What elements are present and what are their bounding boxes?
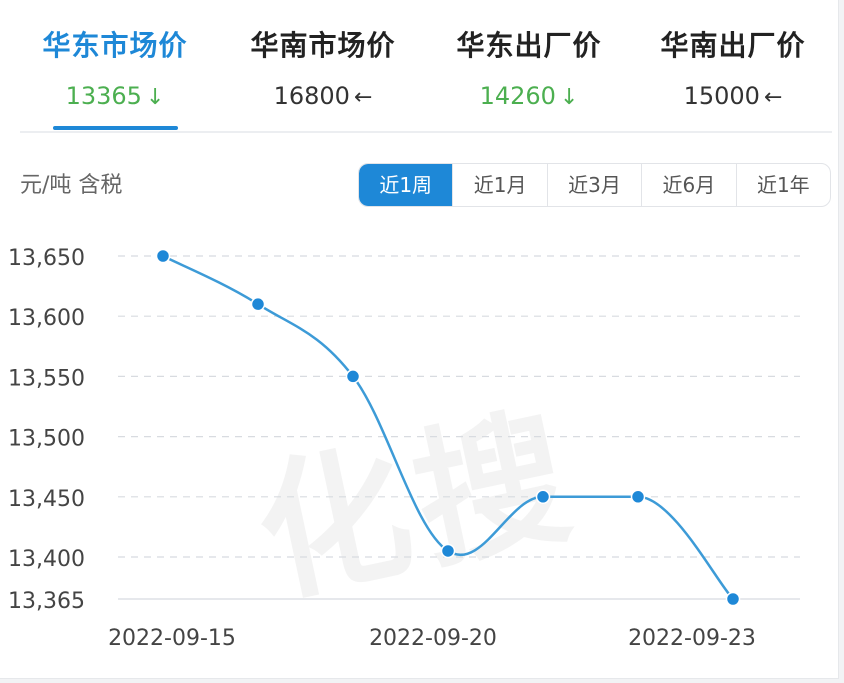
tab-value: 14260 ↓ <box>434 74 624 120</box>
tab-east-china-market[interactable]: 华东市场价 13365 ↓ <box>20 24 210 120</box>
tab-value: 13365 ↓ <box>20 74 210 120</box>
tab-east-china-factory[interactable]: 华东出厂价 14260 ↓ <box>434 24 624 120</box>
range-button-6m[interactable]: 近6月 <box>641 164 735 206</box>
data-point <box>155 248 171 264</box>
y-tick-label: 13,365 <box>8 589 85 614</box>
price-value: 14260 <box>479 82 556 110</box>
x-tick-label: 2022-09-15 <box>108 626 236 651</box>
tab-title: 华东市场价 <box>42 29 188 62</box>
y-tick-label: 13,450 <box>8 487 85 512</box>
y-tick-label: 13,650 <box>8 246 85 271</box>
data-point <box>250 296 266 312</box>
y-tick-label: 13,600 <box>8 306 85 331</box>
y-tick-label: 13,550 <box>8 366 85 391</box>
data-point <box>630 489 646 505</box>
range-button-1w[interactable]: 近1周 <box>359 164 453 206</box>
active-tab-indicator <box>53 126 178 130</box>
price-value: 13365 <box>65 82 142 110</box>
y-tick-label: 13,400 <box>8 547 85 572</box>
arrow-down-icon: ↓ <box>145 85 165 110</box>
x-tick-label: 2022-09-20 <box>369 626 497 651</box>
price-tabs: 华东市场价 13365 ↓ 华南市场价 16800 ← 华东出厂价 14260 ↓ 华… <box>20 0 832 133</box>
data-point <box>535 489 551 505</box>
price-value: 16800 <box>273 82 350 110</box>
unit-label: 元/吨 含税 <box>20 173 123 198</box>
price-line-chart: 13,365 13,400 13,450 13,500 13,550 13,600 13,6… <box>8 246 800 651</box>
tab-value: 15000 ← <box>638 74 828 120</box>
tab-title: 华南出厂价 <box>660 29 806 62</box>
range-button-3m[interactable]: 近3月 <box>546 164 641 206</box>
tab-south-china-market[interactable]: 华南市场价 16800 ← <box>228 24 418 120</box>
range-button-1m[interactable]: 近1月 <box>452 164 546 206</box>
arrow-left-icon: ← <box>763 85 783 110</box>
arrow-left-icon: ← <box>353 85 373 110</box>
range-button-1y[interactable]: 近1年 <box>735 164 830 206</box>
tab-south-china-factory[interactable]: 华南出厂价 15000 ← <box>638 24 828 120</box>
arrow-down-icon: ↓ <box>559 85 579 110</box>
range-selector: 近1周 近1月 近3月 近6月 近1年 <box>358 163 831 207</box>
tab-title: 华东出厂价 <box>456 29 602 62</box>
tab-title: 华南市场价 <box>250 29 396 62</box>
data-point <box>725 591 741 607</box>
x-tick-label: 2022-09-23 <box>628 626 756 651</box>
data-point <box>345 369 361 384</box>
y-tick-label: 13,500 <box>8 427 85 452</box>
price-value: 15000 <box>683 82 760 110</box>
tab-value: 16800 ← <box>228 74 418 120</box>
data-point <box>440 543 456 559</box>
